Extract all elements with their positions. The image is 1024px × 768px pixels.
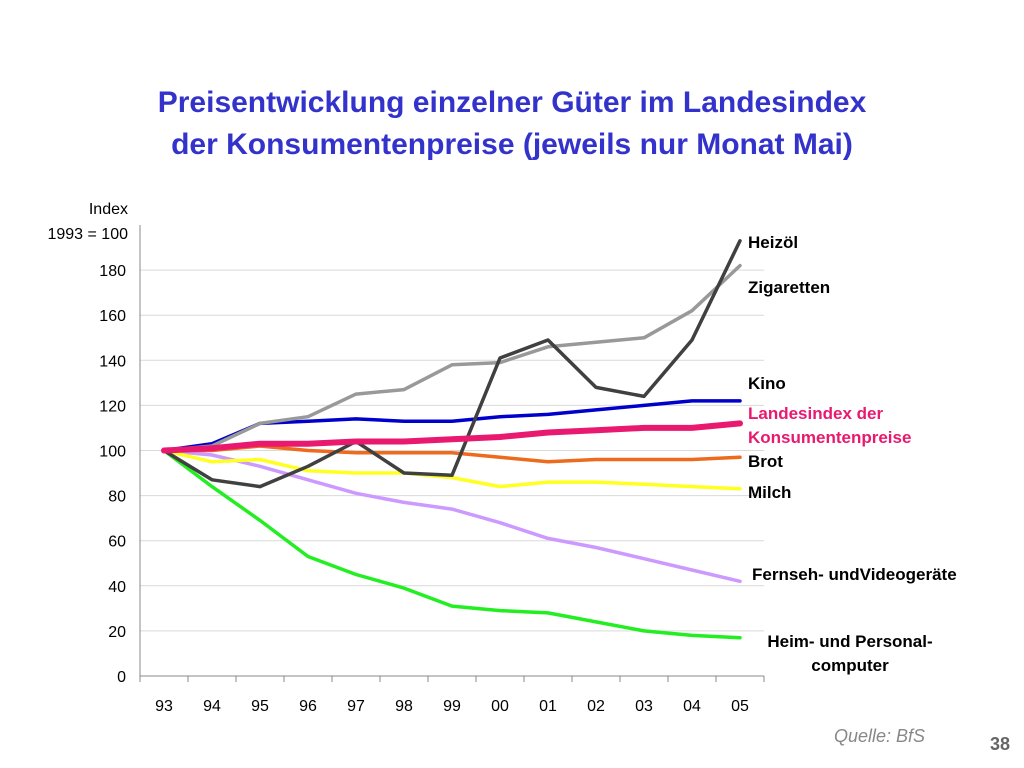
x-tick-label-02: 02 bbox=[587, 698, 605, 715]
x-tick-label-95: 95 bbox=[251, 698, 269, 715]
series-line-7 bbox=[162, 448, 742, 640]
y-tick-label-120: 120 bbox=[99, 398, 126, 415]
y-tick-label-60: 60 bbox=[108, 534, 126, 551]
series-line-1 bbox=[162, 263, 742, 453]
series-line-6 bbox=[162, 448, 742, 584]
x-tick-label-98: 98 bbox=[395, 698, 413, 715]
series-label-3-line-1: Konsumentenpreise bbox=[748, 428, 911, 447]
series-line-0 bbox=[162, 239, 742, 489]
source-note: Quelle: BfS bbox=[834, 726, 926, 746]
x-tick-label-96: 96 bbox=[299, 698, 317, 715]
chart-title-line-1: Preisentwicklung einzelner Güter im Land… bbox=[157, 86, 867, 119]
y-tick-label-140: 140 bbox=[99, 353, 126, 370]
y-axis-label-index: Index bbox=[88, 201, 128, 218]
series-label-0-line-0: Heizöl bbox=[748, 233, 798, 252]
y-tick-label-160: 160 bbox=[99, 308, 126, 325]
series-label-4-line-0: Brot bbox=[748, 452, 783, 471]
x-tick-label-99: 99 bbox=[443, 698, 461, 715]
series-line-3 bbox=[161, 420, 743, 454]
chart-title: Preisentwicklung einzelner Güter im Land… bbox=[0, 82, 1024, 166]
y-tick-label-100: 100 bbox=[99, 444, 126, 461]
y-tick-label-40: 40 bbox=[108, 579, 126, 596]
series-label-7-line-0: Heim- und Personal- bbox=[767, 632, 932, 651]
series-line-5 bbox=[162, 448, 742, 491]
series-label-7-line-1: computer bbox=[811, 656, 889, 675]
series-label-6-line-0: Fernseh- undVideogeräte bbox=[752, 565, 957, 584]
x-tick-label-01: 01 bbox=[539, 698, 557, 715]
page-number: 38 bbox=[990, 734, 1011, 754]
series-label-2-line-0: Kino bbox=[748, 374, 786, 393]
x-tick-label-00: 00 bbox=[491, 698, 509, 715]
x-tick-label-93: 93 bbox=[155, 698, 173, 715]
series-label-5-line-0: Milch bbox=[748, 483, 791, 502]
series-label-1-line-0: Zigaretten bbox=[748, 278, 830, 297]
x-tick-label-04: 04 bbox=[683, 698, 701, 715]
chart-title-line-2: der Konsumentenpreise (jeweils nur Monat… bbox=[171, 128, 853, 161]
y-tick-label-80: 80 bbox=[108, 489, 126, 506]
x-tick-label-05: 05 bbox=[731, 698, 749, 715]
y-axis-label-base: 1993 = 100 bbox=[47, 226, 128, 243]
series-label-3-line-0: Landesindex der bbox=[748, 404, 883, 423]
x-tick-label-94: 94 bbox=[203, 698, 221, 715]
x-tick-label-03: 03 bbox=[635, 698, 653, 715]
y-tick-label-0: 0 bbox=[117, 669, 126, 686]
y-tick-label-180: 180 bbox=[99, 263, 126, 280]
x-tick-label-97: 97 bbox=[347, 698, 365, 715]
y-tick-label-20: 20 bbox=[108, 624, 126, 641]
